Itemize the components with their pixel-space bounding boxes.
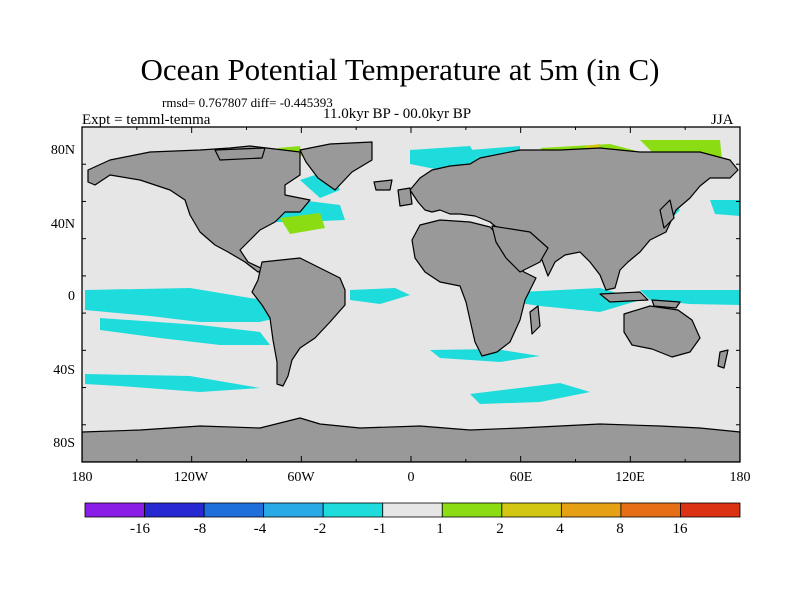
colorbar-box <box>560 502 622 518</box>
lon-label-180e: 180 <box>730 470 751 485</box>
colorbar <box>84 502 741 518</box>
colorbar-label-1: 1 <box>436 521 444 537</box>
land-north-america <box>87 145 311 273</box>
lat-label-80n: 80N <box>51 143 75 158</box>
land-eurasia <box>409 147 739 291</box>
colorbar-label-4: 4 <box>556 521 564 537</box>
axis-ticks <box>81 126 741 463</box>
anomaly-patch-equatorial-pacific <box>85 288 300 322</box>
lon-label-120e: 120E <box>615 470 645 485</box>
lat-axis: 80N 40N 0 40S 80S <box>51 143 75 451</box>
lon-label-60e: 60E <box>510 470 533 485</box>
colorbar-box <box>203 502 265 518</box>
period-label: 11.0kyr BP - 00.0kyr BP <box>323 106 472 122</box>
colorbar-box <box>501 502 562 518</box>
colorbar-box <box>620 502 681 518</box>
stats-line: rmsd= 0.767807 diff= -0.445393 <box>162 95 333 110</box>
land-arctic-islands <box>214 147 266 161</box>
lat-label-80s: 80S <box>53 436 75 451</box>
colorbar-label-16: 16 <box>673 521 689 537</box>
anomaly-patches <box>85 146 740 404</box>
lon-label-120w: 120W <box>174 470 209 485</box>
colorbar-box <box>680 502 741 518</box>
colorbar-box <box>144 502 205 518</box>
colorbar-label-neg8: -8 <box>194 521 207 537</box>
colorbar-box <box>441 502 503 518</box>
lat-label-40n: 40N <box>51 217 75 232</box>
land-masses <box>82 141 740 462</box>
anomaly-patch-north-atlantic <box>280 213 325 234</box>
lon-label-0: 0 <box>408 470 415 485</box>
lon-label-60w: 60W <box>287 470 315 485</box>
colorbar-label-neg2: -2 <box>314 521 327 537</box>
land-british-isles <box>397 187 413 207</box>
land-new-zealand <box>717 349 729 369</box>
land-arabia <box>491 225 549 273</box>
anomaly-patch-southern-ocean-a <box>85 374 260 392</box>
land-australia <box>623 305 701 358</box>
land-south-america <box>251 257 346 387</box>
colorbar-label-neg16: -16 <box>130 521 150 537</box>
colorbar-label-neg4: -4 <box>254 521 267 537</box>
land-antarctica <box>82 417 740 462</box>
lat-label-0: 0 <box>68 289 75 304</box>
lat-label-40s: 40S <box>53 363 75 378</box>
lon-axis: 180 120W 60W 0 60E 120E 180 <box>72 470 751 485</box>
anomaly-patch-south-pacific <box>100 318 270 345</box>
land-indonesia <box>599 291 649 303</box>
anomaly-patch-equatorial-atlantic <box>350 288 410 304</box>
colorbar-label-neg1: -1 <box>374 521 387 537</box>
colorbar-box <box>84 502 145 518</box>
season-label: JJA <box>711 112 734 128</box>
land-iceland <box>373 179 393 191</box>
land-greenland <box>299 141 373 191</box>
anomaly-patch-southern-ocean-b <box>470 383 590 404</box>
colorbar-labels: -16 -8 -4 -2 -1 1 2 4 8 16 <box>130 521 688 537</box>
land-madagascar <box>529 305 541 335</box>
lon-label-180w: 180 <box>72 470 93 485</box>
anomaly-patch-north-pacific <box>710 200 740 216</box>
land-japan <box>659 199 675 229</box>
colorbar-box <box>322 502 384 518</box>
anomaly-patch-norwegian-sea <box>410 146 480 170</box>
colorbar-box <box>382 502 443 518</box>
land-new-guinea <box>651 299 681 309</box>
map-title: Ocean Potential Temperature at 5m (in C) <box>140 52 660 87</box>
colorbar-label-2: 2 <box>496 521 504 537</box>
colorbar-label-8: 8 <box>616 521 624 537</box>
colorbar-box <box>263 502 324 518</box>
experiment-label: Expt = temml-temma <box>82 112 211 128</box>
